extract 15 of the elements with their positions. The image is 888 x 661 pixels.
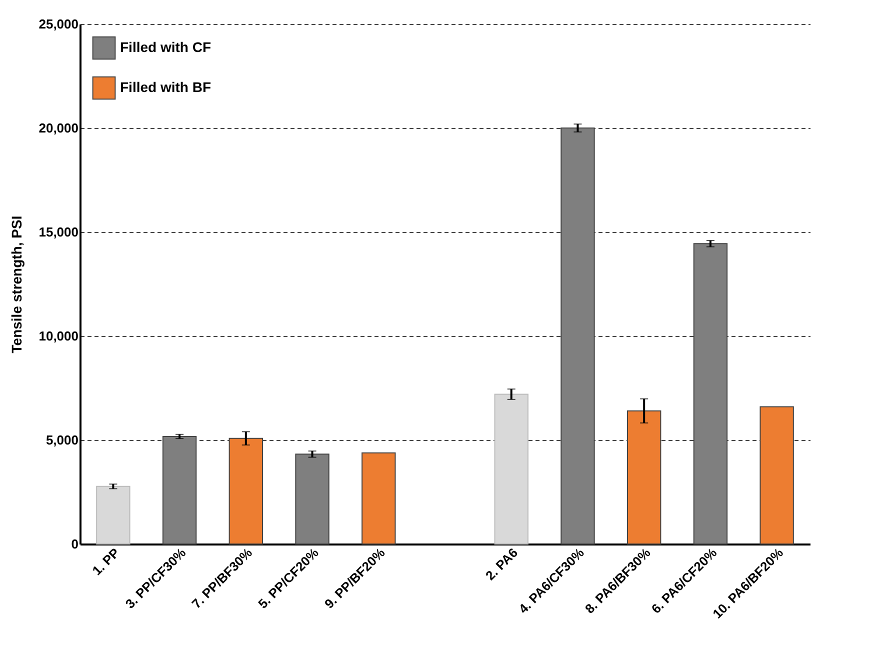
x-tick-label: 1. PP: [89, 544, 123, 578]
y-tick-label: 0: [71, 536, 78, 552]
bar: [295, 454, 330, 544]
y-axis-title: Tensile strength, PSI: [8, 216, 25, 354]
y-tick-label: 5,000: [46, 432, 78, 448]
y-tick-label: 20,000: [38, 120, 78, 136]
legend-label: Filled with CF: [120, 39, 212, 55]
x-tick-label: 2. PA6: [482, 545, 521, 584]
y-tick-label: 15,000: [38, 224, 78, 240]
y-tick-label: 10,000: [38, 328, 78, 344]
bar: [96, 486, 130, 544]
legend-label: Filled with BF: [120, 79, 212, 95]
bar: [362, 452, 396, 544]
y-tick-label: 25,000: [38, 16, 78, 32]
bar: [494, 394, 528, 544]
